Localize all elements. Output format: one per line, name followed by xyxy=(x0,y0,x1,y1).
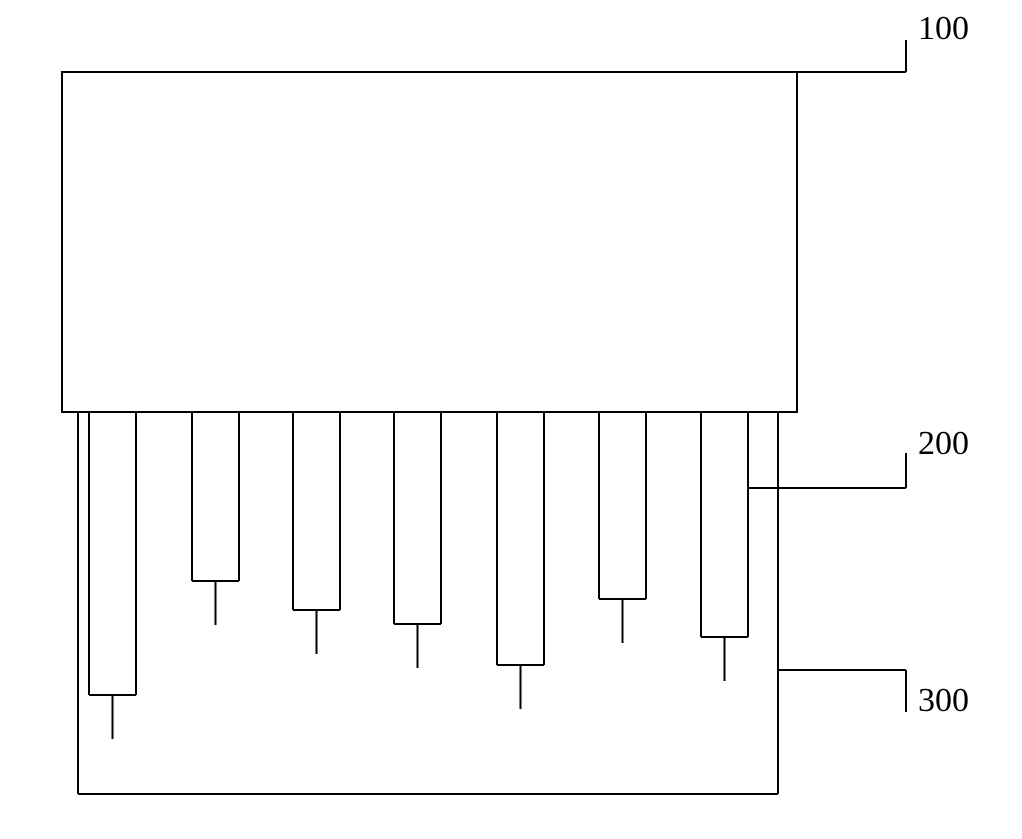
technical-diagram xyxy=(0,0,1022,839)
callout-label-200: 200 xyxy=(918,425,969,463)
callout-label-300: 300 xyxy=(918,682,969,720)
callout-label-100: 100 xyxy=(918,10,969,48)
